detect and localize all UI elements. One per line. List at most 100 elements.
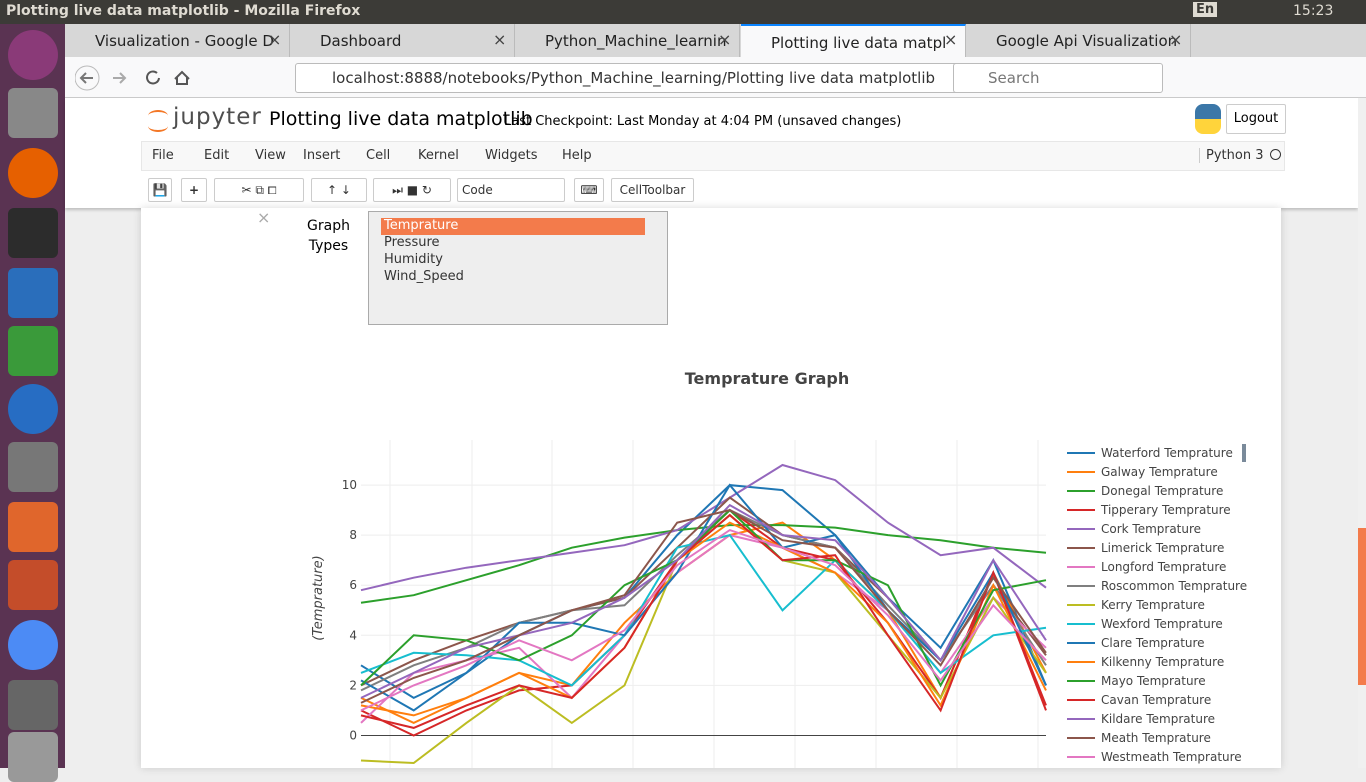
legend-label[interactable]: Cavan Temprature — [1101, 693, 1211, 707]
tab-close[interactable]: × — [268, 30, 282, 49]
forward-button[interactable] — [113, 72, 127, 84]
search-box[interactable]: Search — [953, 63, 1163, 93]
widget-option[interactable]: Temprature — [381, 218, 645, 235]
kernel-indicator — [1270, 149, 1281, 160]
keyboard-indicator[interactable]: En — [1193, 2, 1218, 17]
menu-bar: Python 3 File Edit View Insert Cell Kernel Wid… — [141, 141, 1285, 171]
menu-item[interactable]: Widgets — [485, 148, 538, 163]
legend-label[interactable]: Westmeath Temprature — [1101, 750, 1242, 764]
home-button[interactable] — [174, 70, 190, 85]
launcher-icon[interactable] — [8, 442, 58, 492]
widget-option[interactable]: Wind_Speed — [384, 269, 464, 284]
celltoolbar-button[interactable]: CellToolbar — [611, 178, 694, 202]
launcher — [0, 24, 65, 782]
tab-close[interactable]: × — [1169, 30, 1183, 49]
launcher-icon[interactable] — [8, 208, 58, 258]
y-axis-label: (Temprature) — [311, 555, 326, 640]
reload-button[interactable] — [146, 70, 160, 85]
cell-type-select[interactable]: Code — [457, 178, 565, 202]
series-line — [360, 484, 1047, 700]
notebook-name[interactable]: Plotting live data matplotlib — [269, 108, 533, 130]
menu-item[interactable]: View — [255, 148, 286, 163]
legend-label[interactable]: Galway Temprature — [1101, 465, 1218, 479]
browser-tab[interactable]: Google Api Visualization — [966, 24, 1191, 57]
move-buttons[interactable]: ↑ ↓ — [311, 178, 367, 202]
y-tick-label: 2 — [349, 678, 357, 692]
y-tick-label: 4 — [349, 628, 357, 642]
keyboard-button[interactable]: ⌨ — [574, 178, 604, 202]
series-line — [360, 528, 1047, 712]
url-bar[interactable]: localhost:8888/notebooks/Python_Machine_… — [295, 63, 1005, 93]
legend-label[interactable]: Meath Temprature — [1101, 731, 1211, 745]
y-tick-label: 6 — [349, 578, 357, 592]
launcher-icon[interactable] — [8, 384, 58, 434]
legend-label[interactable]: Kildare Temprature — [1101, 712, 1215, 726]
launcher-icon[interactable] — [8, 560, 58, 610]
tab-bar: Visualization - Google D × Dashboard × Pytho… — [65, 24, 1366, 57]
checkpoint: Last Checkpoint: Last Monday at 4:04 PM … — [504, 114, 902, 129]
browser-tab[interactable]: Python_Machine_learnin — [515, 24, 740, 57]
legend-label[interactable]: Roscommon Temprature — [1101, 579, 1247, 593]
menu-item[interactable]: Help — [562, 148, 592, 163]
menu-item[interactable]: Kernel — [418, 148, 459, 163]
scroll-thumb[interactable] — [1358, 528, 1366, 685]
tab-close[interactable]: × — [944, 30, 958, 49]
window-title: Plotting live data matplotlib - Mozilla … — [6, 3, 361, 19]
kernel-name: Python 3 — [1199, 148, 1263, 163]
logout-button[interactable]: Logout — [1226, 104, 1286, 134]
back-button[interactable] — [75, 65, 100, 91]
legend-label[interactable]: Mayo Temprature — [1101, 674, 1206, 688]
chart-title: Temprature Graph — [685, 369, 849, 388]
browser-tab[interactable]: Dashboard — [290, 24, 515, 57]
tab-close[interactable]: × — [493, 30, 507, 49]
widget-option[interactable]: Pressure — [384, 235, 440, 250]
launcher-icon[interactable] — [8, 620, 58, 670]
save-button[interactable]: 💾 — [148, 178, 172, 202]
browser-tab[interactable]: Visualization - Google D — [65, 24, 290, 57]
y-tick-label: 10 — [342, 478, 357, 492]
add-cell-button[interactable]: + — [181, 178, 207, 202]
legend-label[interactable]: Clare Temprature — [1101, 636, 1205, 650]
legend-label[interactable]: Cork Temprature — [1101, 522, 1201, 536]
legend-label[interactable]: Kilkenny Temprature — [1101, 655, 1224, 669]
legend-label[interactable]: Limerick Temprature — [1101, 541, 1224, 555]
launcher-icon[interactable] — [8, 30, 58, 80]
legend-label[interactable]: Longford Temprature — [1101, 560, 1226, 574]
legend-label[interactable]: Donegal Temprature — [1101, 484, 1223, 498]
legend-label[interactable]: Kerry Temprature — [1101, 598, 1205, 612]
launcher-icon[interactable] — [8, 268, 58, 318]
legend-label[interactable]: Wexford Temprature — [1101, 617, 1223, 631]
launcher-icon[interactable] — [8, 326, 58, 376]
jupyter-logo[interactable]: jupyter — [173, 104, 262, 130]
launcher-icon[interactable] — [8, 732, 58, 782]
launcher-icon[interactable] — [8, 502, 58, 552]
tab-close[interactable]: × — [718, 30, 732, 49]
launcher-icon[interactable] — [8, 88, 58, 138]
menu-item[interactable]: Edit — [204, 148, 230, 163]
y-tick-label: 8 — [349, 528, 357, 542]
scrollbar[interactable] — [1358, 98, 1366, 768]
edit-buttons[interactable]: ✂ ⧉ ⧠ — [214, 178, 304, 202]
legend-label[interactable]: Tipperary Temprature — [1100, 503, 1231, 517]
widget-select[interactable]: Temprature Pressure Humidity Wind_Speed — [368, 211, 668, 325]
widget-option[interactable]: Humidity — [384, 252, 443, 267]
jupyter-logo-icon — [148, 110, 168, 132]
series-line — [360, 483, 1047, 712]
launcher-icon[interactable] — [8, 680, 58, 730]
launcher-icon[interactable] — [8, 148, 58, 198]
nav-bar: localhost:8888/notebooks/Python_Machine_… — [65, 57, 1366, 98]
legend-label[interactable]: Waterford Temprature — [1101, 446, 1233, 460]
legend-scrollbar — [1242, 444, 1246, 462]
clock[interactable]: 15:23 — [1293, 3, 1334, 19]
y-tick-label: 0 — [349, 728, 357, 742]
jupyter-header: jupyter Plotting live data matplotlib La… — [65, 98, 1358, 208]
menu-item[interactable]: Cell — [366, 148, 391, 163]
menu-item[interactable]: Insert — [303, 148, 341, 163]
chart: Temprature Graph (Temprature) 0 2 4 6 8 10 Wat… — [311, 369, 1247, 768]
series-line — [360, 509, 1047, 704]
menu-item[interactable]: File — [152, 148, 174, 163]
browser-tab[interactable]: Plotting live data matpl — [741, 24, 966, 57]
run-buttons[interactable]: ⏭ ■ ↻ — [373, 178, 451, 202]
close-output[interactable]: × — [257, 208, 271, 227]
